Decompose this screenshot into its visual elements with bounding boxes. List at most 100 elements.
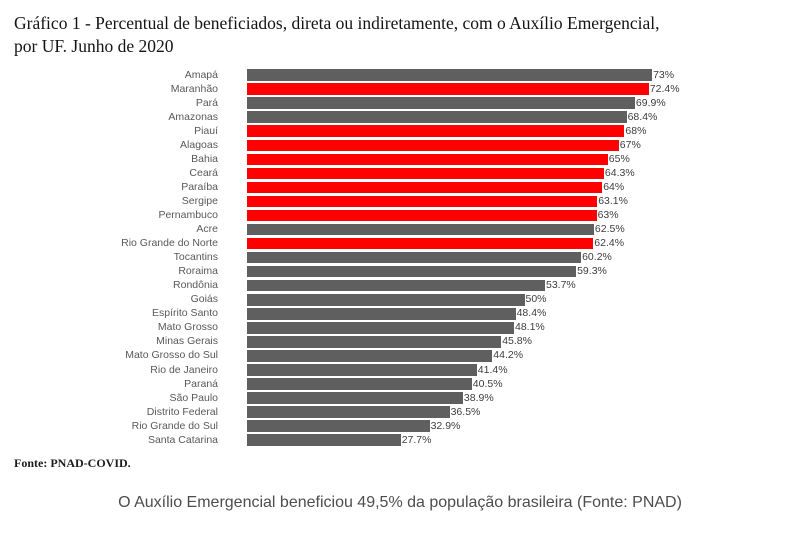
bar-track: 60.2% — [247, 252, 800, 264]
bar-row: Rio de Janeiro 41.4% — [14, 363, 800, 377]
state-label: Paraíba — [181, 180, 218, 193]
bar-track: 62.5% — [247, 224, 800, 236]
state-label: Rio Grande do Sul — [131, 419, 218, 432]
bar-row: Goiás 50% — [14, 293, 800, 307]
bar — [247, 364, 477, 376]
bar-track: 69.9% — [247, 97, 800, 109]
bar-track: 48.4% — [247, 308, 800, 320]
bar-row: Bahia 65% — [14, 152, 800, 166]
value-label: 73% — [653, 68, 675, 81]
source-note: Fonte: PNAD-COVID. — [14, 456, 131, 470]
bar — [247, 350, 493, 362]
bar-row: Paraná 40.5% — [14, 377, 800, 391]
bar — [247, 294, 525, 306]
bar-row: Sergipe 63.1% — [14, 194, 800, 208]
bar-row: Roraima 59.3% — [14, 265, 800, 279]
bar-track: 64% — [247, 181, 800, 194]
bar — [247, 97, 635, 109]
bar-row: Rondônia 53.7% — [14, 279, 800, 293]
state-label: Acre — [196, 223, 218, 236]
state-label: Tocantins — [173, 251, 218, 264]
bar — [247, 336, 502, 348]
state-label: Rondônia — [173, 279, 218, 292]
bar-track: 63.1% — [247, 194, 800, 208]
bar-track: 64.3% — [247, 166, 800, 180]
bar — [247, 69, 653, 81]
bar-track: 44.2% — [247, 350, 800, 362]
bar — [247, 265, 577, 278]
value-label: 63.1% — [598, 194, 628, 207]
bar — [247, 237, 594, 250]
bar-row: Mato Grosso 48.1% — [14, 321, 800, 335]
bar-rows: Amapá 73% Maranhão 72.4% Pará 69.9% Amaz… — [14, 68, 800, 447]
bar-row: Rio Grande do Norte 62.4% — [14, 237, 800, 251]
value-label: 53.7% — [546, 279, 576, 292]
state-label: Minas Gerais — [156, 335, 218, 348]
state-label: Mato Grosso do Sul — [125, 349, 218, 362]
value-label: 72.4% — [649, 82, 680, 95]
bar-track: 48.1% — [247, 322, 800, 334]
value-label: 62.5% — [594, 223, 625, 236]
bar-track: 68% — [247, 125, 800, 137]
bar-row: Pará 69.9% — [14, 96, 800, 110]
value-label: 63% — [597, 208, 619, 221]
bar — [247, 223, 594, 236]
value-label: 60.2% — [582, 251, 612, 264]
bar — [247, 251, 582, 264]
state-label: Roraima — [178, 265, 218, 278]
bar-track: 45.8% — [247, 336, 800, 348]
value-label: 44.2% — [493, 349, 524, 362]
bar — [247, 378, 472, 390]
bar-track: 41.4% — [247, 364, 800, 376]
state-label: Alagoas — [180, 138, 218, 151]
bar-track: 40.5% — [247, 378, 800, 390]
value-label: 38.9% — [463, 391, 494, 404]
bar — [247, 167, 604, 180]
bar-track: 36.5% — [247, 406, 800, 418]
state-label: Sergipe — [181, 194, 218, 207]
bar-row: Amapá 73% — [14, 68, 800, 82]
bar-track: 72.4% — [247, 83, 800, 95]
value-label: 48.1% — [515, 321, 545, 334]
bar — [247, 195, 598, 208]
bar-row: Espírito Santo 48.4% — [14, 307, 800, 321]
value-label: 45.8% — [502, 335, 532, 348]
bar-track: 63% — [247, 208, 800, 222]
value-label: 32.9% — [430, 419, 461, 432]
value-label: 48.4% — [516, 307, 547, 320]
bar — [247, 153, 608, 166]
value-label: 62.4% — [594, 237, 625, 250]
bar — [247, 125, 625, 137]
bar-track: 32.9% — [247, 420, 800, 432]
chart-title-line1: Gráfico 1 - Percentual de beneficiados, … — [14, 13, 660, 33]
state-label: Rio Grande do Norte — [121, 237, 218, 250]
state-label: Paraná — [184, 377, 218, 390]
value-label: 50% — [525, 293, 547, 306]
bar-row: Maranhão 72.4% — [14, 82, 800, 96]
bar — [247, 406, 450, 418]
value-label: 64.3% — [604, 166, 635, 179]
bar-row: Mato Grosso do Sul 44.2% — [14, 349, 800, 363]
bar-row: Tocantins 60.2% — [14, 251, 800, 265]
state-label: Pará — [195, 96, 218, 109]
bar-row: Paraíba 64% — [14, 180, 800, 194]
value-label: 36.5% — [450, 405, 481, 418]
value-label: 67% — [619, 138, 641, 151]
state-label: Maranhão — [170, 82, 218, 95]
bar — [247, 322, 514, 334]
bar — [247, 83, 649, 95]
bar-chart: Amapá 73% Maranhão 72.4% Pará 69.9% Amaz… — [14, 68, 800, 447]
bar-row: Minas Gerais 45.8% — [14, 335, 800, 349]
value-label: 68.4% — [627, 110, 658, 123]
value-label: 68% — [625, 124, 647, 137]
bar-row: Amazonas 68.4% — [14, 110, 800, 124]
bar-row: São Paulo 38.9% — [14, 391, 800, 405]
bar-row: Distrito Federal 36.5% — [14, 405, 800, 419]
value-label: 65% — [608, 152, 630, 165]
value-label: 40.5% — [472, 377, 503, 390]
bar-track: 65% — [247, 152, 800, 166]
state-label: Bahia — [191, 152, 218, 165]
state-label: Mato Grosso — [157, 321, 218, 334]
caption: O Auxílio Emergencial beneficiou 49,5% d… — [118, 494, 682, 511]
